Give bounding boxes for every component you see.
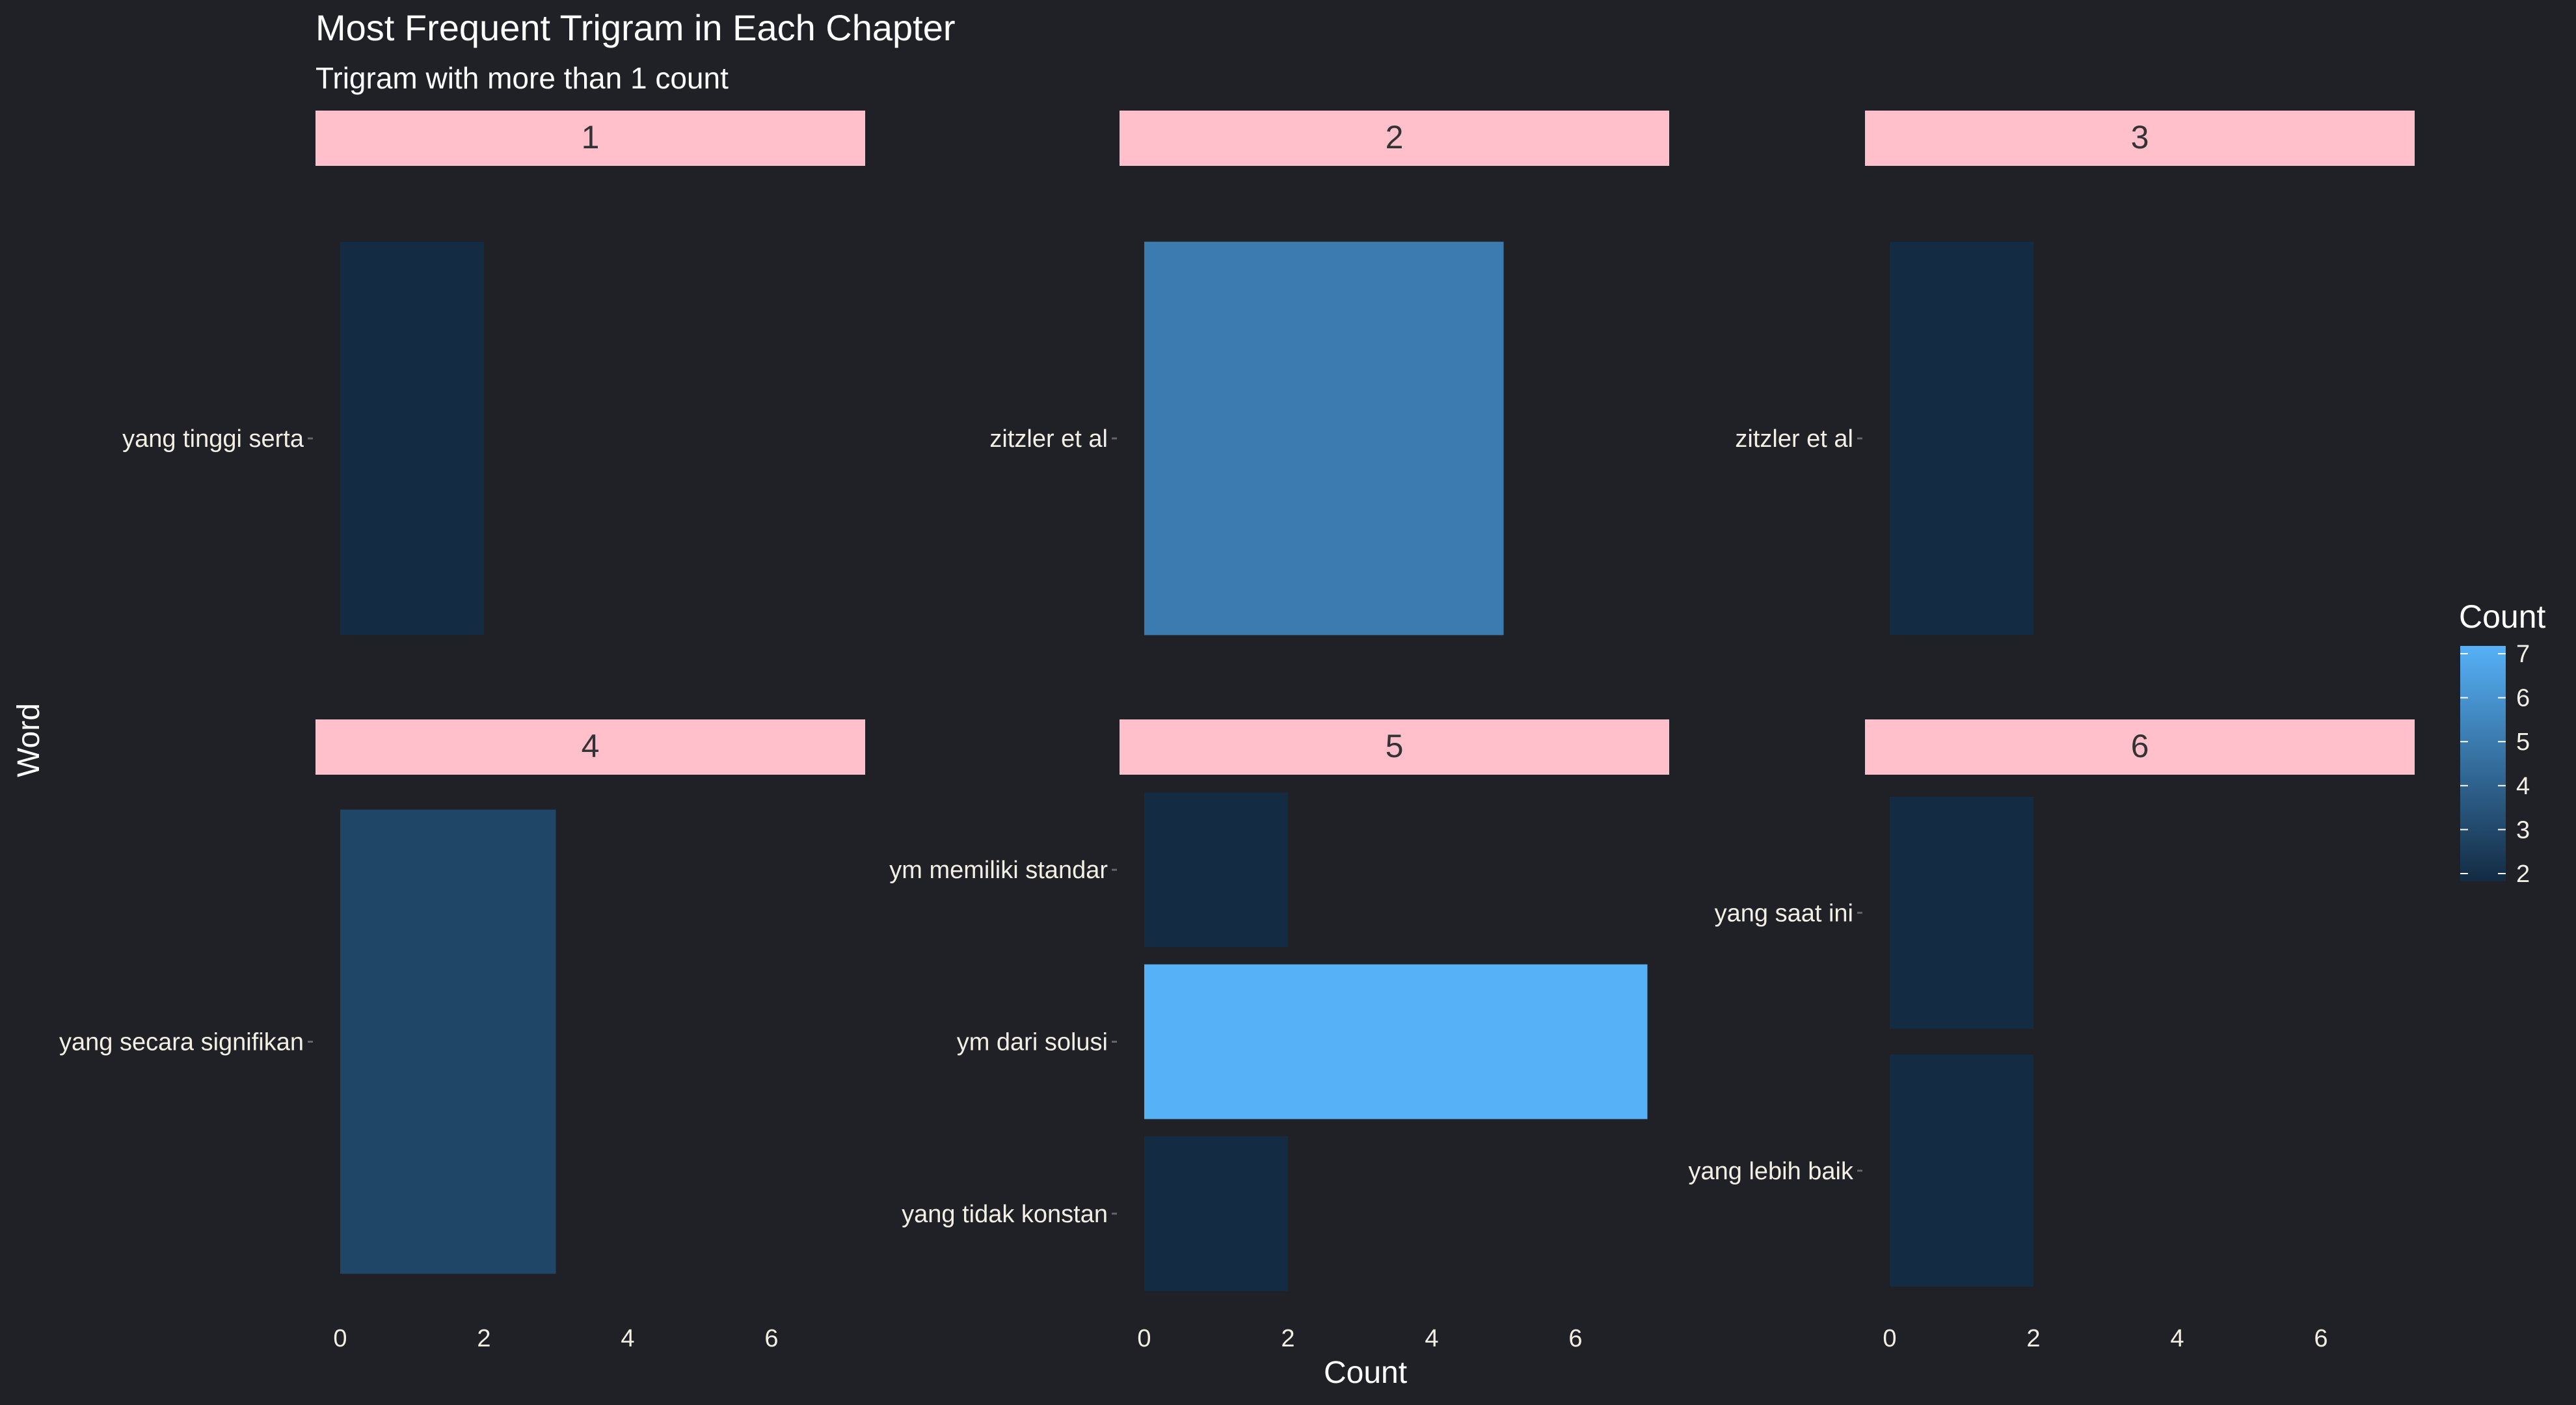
y-tick-label: ym dari solusi xyxy=(957,1029,1108,1056)
y-tick-label: zitzler et al xyxy=(989,425,1108,453)
y-tick-label: yang saat ini xyxy=(1715,900,1853,927)
bar xyxy=(1144,964,1648,1119)
legend-tick-label: 6 xyxy=(2516,685,2530,712)
x-tick-label: 6 xyxy=(764,1325,778,1352)
facet-strip xyxy=(1865,719,2415,775)
bar xyxy=(1144,1136,1288,1291)
y-tick-label: yang secara signifikan xyxy=(59,1029,304,1056)
facet-strip xyxy=(315,111,865,166)
legend-tick-label: 3 xyxy=(2516,816,2530,844)
legend-colorbar xyxy=(2460,646,2506,881)
facet-strip xyxy=(1120,111,1669,166)
facet-strip-label: 5 xyxy=(1386,728,1404,764)
y-tick-label: zitzler et al xyxy=(1735,425,1853,453)
facet-panel-1: 1 yang tinggi serta xyxy=(122,111,865,636)
facet-strip xyxy=(315,719,865,775)
chart-subtitle: Trigram with more than 1 count xyxy=(315,61,729,95)
facet-strip-label: 4 xyxy=(582,728,600,764)
facet-panel-6: 6 yang saat ini yang lebih baik 0 2 4 6 xyxy=(1688,719,2415,1352)
legend-tick-label: 4 xyxy=(2516,773,2530,800)
bar xyxy=(1890,796,2033,1029)
facet-strip-label: 2 xyxy=(1386,119,1404,155)
legend-tick-label: 2 xyxy=(2516,861,2530,888)
bar xyxy=(340,241,484,636)
bar xyxy=(1144,241,1504,636)
facet-strip-label: 1 xyxy=(582,119,600,155)
facet-strip-label: 3 xyxy=(2131,119,2149,155)
x-tick-label: 6 xyxy=(1568,1325,1582,1352)
y-tick-label: ym memiliki standar xyxy=(889,857,1108,884)
facet-panel-2: 2 zitzler et al xyxy=(989,111,1669,636)
color-legend: Count 2 3 4 5 6 7 xyxy=(2459,598,2546,888)
bar xyxy=(340,809,556,1274)
x-axis-label: Count xyxy=(1324,1356,1407,1390)
x-tick-label: 0 xyxy=(1883,1325,1896,1352)
facet-strip-label: 6 xyxy=(2131,728,2149,764)
y-axis-label: Word xyxy=(12,703,46,777)
x-tick-label: 2 xyxy=(477,1325,490,1352)
facet-strip xyxy=(1865,111,2415,166)
facet-panel-3: 3 zitzler et al xyxy=(1735,111,2415,636)
legend-tick-label: 7 xyxy=(2516,641,2530,668)
x-tick-label: 4 xyxy=(1425,1325,1438,1352)
bar xyxy=(1890,1054,2033,1287)
y-tick-label: yang tinggi serta xyxy=(122,425,304,453)
facet-panels: 1 yang tinggi serta 2 zitzler et al 3 zitzler… xyxy=(59,111,2415,1352)
chart-title: Most Frequent Trigram in Each Chapter xyxy=(315,7,956,48)
facet-panel-4: 4 yang secara signifikan 0 2 4 6 xyxy=(59,719,865,1352)
legend-tick-label: 5 xyxy=(2516,729,2530,756)
facet-strip xyxy=(1120,719,1669,775)
x-tick-label: 4 xyxy=(2170,1325,2184,1352)
x-tick-label: 6 xyxy=(2314,1325,2328,1352)
bar xyxy=(1890,241,2033,636)
legend-title: Count xyxy=(2459,598,2546,635)
facet-panel-5: 5 ym memiliki standar ym dari solusi yang t… xyxy=(889,719,1669,1352)
x-tick-label: 2 xyxy=(1281,1325,1295,1352)
y-tick-label: yang lebih baik xyxy=(1688,1158,1854,1185)
x-tick-label: 2 xyxy=(2026,1325,2040,1352)
x-tick-label: 0 xyxy=(1137,1325,1151,1352)
x-tick-label: 0 xyxy=(333,1325,347,1352)
y-tick-label: yang tidak konstan xyxy=(902,1201,1108,1228)
x-tick-label: 4 xyxy=(621,1325,634,1352)
bar xyxy=(1144,792,1288,948)
